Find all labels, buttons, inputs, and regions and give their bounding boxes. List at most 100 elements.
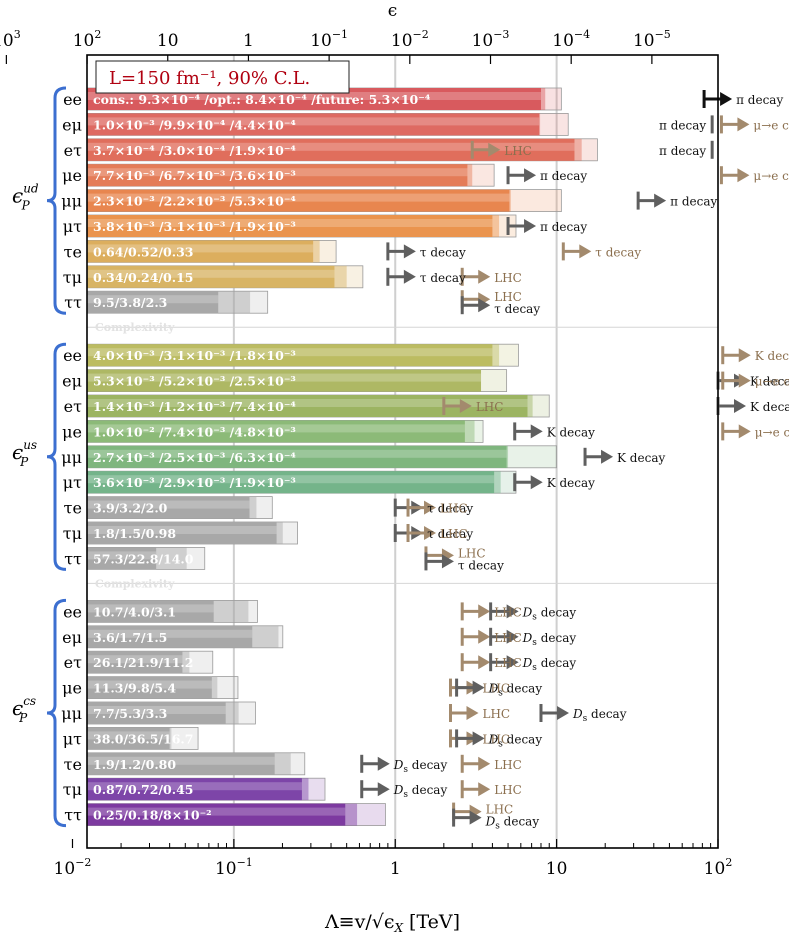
- flavor-label: ee: [63, 90, 82, 109]
- bar-row: [86, 445, 558, 469]
- top-tick-label: 10−4: [552, 28, 590, 51]
- bar-conservative: [87, 778, 302, 801]
- limit-label: LHC: [483, 732, 511, 746]
- bar-row: [86, 803, 386, 826]
- bar-conservative: [87, 727, 170, 750]
- bar-label: 3.6/1.7/1.5: [93, 630, 167, 645]
- limit-arrow: [636, 191, 667, 210]
- bar-shine: [87, 475, 495, 484]
- bar-shine: [87, 680, 212, 689]
- group-label: ϵus P: [12, 438, 37, 469]
- limit-label: K decay: [547, 425, 595, 439]
- arrow-head: [361, 756, 390, 771]
- limit-arrow: [583, 447, 614, 466]
- limit-arrow: [561, 242, 592, 261]
- arrow-head: [387, 269, 416, 284]
- limit-label: LHC: [494, 605, 522, 619]
- bar-shine: [87, 629, 253, 638]
- annotation-box: [95, 60, 350, 94]
- limit-label: Ds decay: [522, 631, 577, 648]
- flavor-label: μe: [62, 166, 82, 185]
- top-tick-label: 102: [73, 28, 102, 51]
- bar-conservative: [87, 625, 253, 648]
- bar-shine: [87, 295, 219, 304]
- limit-label: μ→e con.: [753, 169, 789, 183]
- top-axis-label: ϵ: [388, 1, 398, 21]
- limit-arrow: [460, 602, 491, 621]
- limit-arrow: [424, 552, 454, 571]
- limit-arrow: [721, 371, 751, 390]
- bar-label: 57.3/22.8/14.0: [93, 551, 194, 566]
- bar-shine: [87, 604, 214, 613]
- bar-label: 7.7/5.3/3.3: [93, 706, 167, 721]
- limit-label: LHC: [494, 783, 522, 797]
- bar-conservative: [87, 138, 575, 161]
- bar-conservative: [87, 496, 250, 519]
- annotation-text: L=150 fm⁻¹, 90% C.L.: [109, 68, 310, 89]
- limit-label: LHC: [440, 502, 468, 516]
- bar-shine: [87, 142, 575, 151]
- bar-shine: [87, 269, 335, 278]
- limit-arrow: [539, 704, 569, 722]
- arrow-head: [456, 731, 485, 746]
- bracket-path: [46, 598, 67, 828]
- top-tick-label: 1: [243, 31, 254, 51]
- limit-label: τ decay: [427, 502, 473, 516]
- arrow-head: [508, 168, 537, 183]
- bar-shine: [87, 244, 314, 253]
- flavor-label: τμ: [63, 780, 82, 799]
- top-tick-label: 10−5: [633, 28, 671, 51]
- limit-label: Ds decay: [488, 682, 543, 699]
- limit-label: LHC: [494, 290, 522, 304]
- arrow-head: [721, 168, 750, 183]
- arrow-head: [718, 399, 746, 413]
- top-tick-label: 103: [0, 28, 21, 51]
- bar-conservative: [87, 651, 183, 674]
- bar-row: [86, 676, 239, 699]
- bar-conservative: [87, 420, 465, 443]
- flavor-label: ee: [63, 346, 82, 365]
- limit-label: μ→e con.: [753, 118, 789, 132]
- bar-shine: [87, 168, 468, 177]
- bar-conservative: [87, 547, 157, 570]
- arrow-head: [462, 782, 491, 797]
- bar-shine: [87, 449, 507, 458]
- bar-label: 10.7/4.0/3.1: [93, 604, 176, 619]
- markers-layer: [360, 90, 751, 827]
- bar-label: 1.4×10⁻³ /1.2×10⁻³ /7.4×10⁻⁴: [93, 399, 296, 414]
- limit-label: LHC: [494, 631, 522, 645]
- top-tick-label: 10−1: [310, 28, 348, 51]
- limit-arrow: [360, 754, 390, 773]
- bar-conservative: [87, 344, 493, 367]
- limit-arrow: [449, 704, 479, 722]
- arrow-head: [425, 554, 454, 569]
- arrow-head: [456, 680, 485, 695]
- bar-label: 0.25/0.18/8×10⁻²: [93, 808, 212, 823]
- bottom-tick-label: 10: [546, 859, 568, 879]
- limit-label: K decay: [750, 375, 789, 389]
- group-label: ϵcs P: [12, 694, 36, 725]
- bar-conservative: [87, 676, 212, 699]
- arrow-head: [490, 629, 519, 644]
- bar-conservative: [87, 522, 277, 544]
- bar-shine: [87, 399, 528, 407]
- bottom-tick-label: 102: [704, 856, 733, 879]
- bar-label: 3.7×10⁻⁴ /3.0×10⁻⁴ /1.9×10⁻⁴: [93, 143, 296, 158]
- bar-conservative: [87, 265, 335, 288]
- limit-label: LHC: [504, 144, 532, 158]
- bar-label: 1.0×10⁻³ /9.9×10⁻⁴ /4.4×10⁻⁴: [93, 117, 296, 132]
- bottom-tick-label: 10−2: [54, 856, 92, 879]
- limit-label: K decay: [750, 400, 789, 414]
- limit-label: Ds decay: [488, 732, 543, 749]
- limit-label: LHC: [440, 527, 468, 541]
- limit-arrow: [386, 267, 416, 286]
- bar-label: 3.9/3.2/2.0: [93, 501, 168, 516]
- bar-label: 11.3/9.8/5.4: [93, 681, 176, 696]
- limit-arrow: [452, 808, 482, 827]
- bar-label: 1.9/1.2/0.80: [93, 757, 176, 772]
- limit-arrow: [721, 346, 751, 365]
- limit-label: π decay: [540, 220, 587, 234]
- limit-label: τ decay: [494, 302, 540, 316]
